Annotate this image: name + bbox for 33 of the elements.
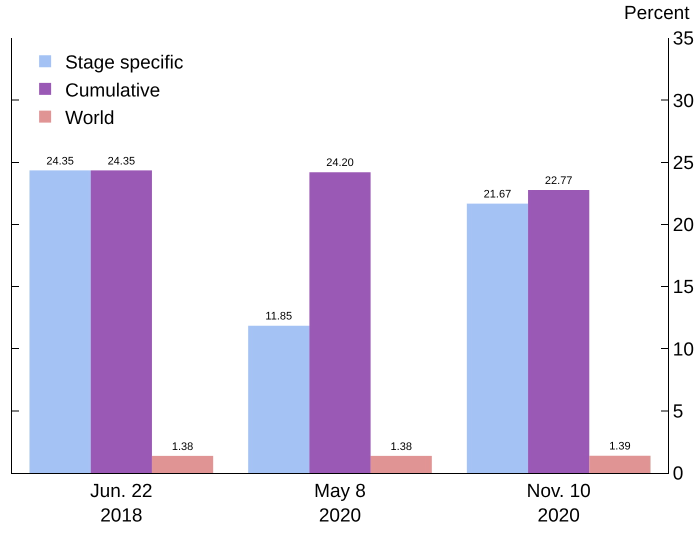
data-label: 1.38 [390, 440, 412, 453]
bar [29, 170, 91, 473]
y-tick-label: 30 [672, 90, 694, 112]
y-tick-label: 15 [672, 277, 694, 298]
y-tick-label: 0 [672, 464, 684, 485]
y-tick-label: 10 [672, 339, 694, 360]
data-label: 24.35 [108, 155, 136, 168]
data-label: 24.20 [326, 157, 354, 170]
bar [309, 172, 371, 473]
bar [466, 204, 528, 473]
y-tick-label: 35 [672, 28, 694, 50]
x-tick-label: May 8 2020 [314, 480, 366, 526]
bar [528, 190, 590, 473]
y-tick-label: 20 [672, 215, 694, 236]
data-label: 1.38 [172, 440, 194, 453]
data-label: 21.67 [484, 188, 512, 201]
y-tick-label: 5 [672, 402, 684, 423]
data-label: 11.85 [265, 310, 292, 323]
bar [152, 456, 214, 473]
bar [589, 456, 651, 473]
bar [90, 170, 152, 473]
bar [248, 326, 310, 473]
x-tick-label: Jun. 22 2018 [90, 480, 152, 526]
bar [370, 456, 432, 473]
data-label: 1.39 [609, 440, 631, 453]
x-tick-label: Nov. 10 2020 [526, 480, 591, 526]
data-label: 24.35 [46, 155, 74, 168]
y-axis-title: Percent [624, 3, 690, 24]
data-label: 22.77 [544, 175, 572, 187]
legend-label: Cumulative [65, 80, 160, 102]
y-tick-label: 25 [672, 152, 694, 174]
legend-label: Stage specific [65, 52, 184, 74]
legend-label: World [65, 108, 114, 130]
